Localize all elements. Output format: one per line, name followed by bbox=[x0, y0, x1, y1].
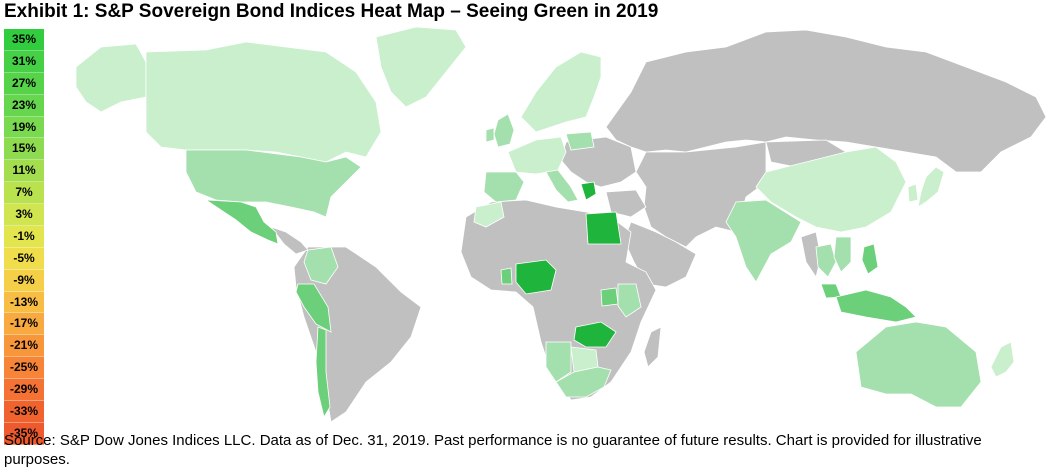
region-namibia bbox=[545, 341, 572, 383]
legend-cell: -9% bbox=[4, 269, 44, 292]
legend-cell: 19% bbox=[4, 116, 44, 139]
region-canada bbox=[145, 41, 382, 163]
colored-regions-layer bbox=[75, 26, 1015, 419]
region-south-korea bbox=[907, 183, 919, 203]
legend-cell: 31% bbox=[4, 50, 44, 73]
region-greenland bbox=[375, 26, 467, 108]
legend-cell: -5% bbox=[4, 247, 44, 270]
region-morocco bbox=[473, 201, 505, 228]
legend-cell: 35% bbox=[4, 29, 44, 51]
legend-cell: 3% bbox=[4, 204, 44, 226]
region-united-states bbox=[185, 149, 362, 218]
region-greece bbox=[580, 181, 597, 201]
levant-shape bbox=[605, 189, 647, 218]
region-scandinavia bbox=[520, 51, 602, 133]
region-ireland bbox=[485, 127, 495, 143]
world-heat-map bbox=[75, 26, 1047, 423]
region-poland bbox=[565, 131, 595, 151]
region-south-africa bbox=[555, 366, 612, 398]
region-italy bbox=[545, 169, 579, 203]
legend-cell: 11% bbox=[4, 160, 44, 183]
region-indonesia bbox=[835, 289, 917, 323]
region-india bbox=[725, 199, 802, 283]
legend-cell: -35% bbox=[4, 422, 44, 445]
region-vietnam bbox=[833, 236, 852, 273]
legend-cell: -17% bbox=[4, 313, 44, 336]
legend-cell: -1% bbox=[4, 225, 44, 248]
region-malaysia bbox=[820, 283, 842, 299]
region-thailand bbox=[815, 243, 837, 278]
source-note: Source: S&P Dow Jones Indices LLC. Data … bbox=[4, 432, 982, 468]
russia-shape bbox=[605, 29, 1047, 173]
region-colombia bbox=[303, 246, 339, 285]
region-kenya bbox=[617, 283, 642, 318]
legend-cell: -25% bbox=[4, 357, 44, 379]
region-zambia bbox=[573, 321, 617, 348]
color-scale-legend: 35% 31% 27% 23% 19% 15% 11% 7% 3% -1% -5% -9% -13% -1… bbox=[4, 29, 44, 445]
chart-title: Exhibit 1: S&P Sovereign Bond Indices He… bbox=[4, 1, 659, 22]
legend-cell: -21% bbox=[4, 335, 44, 358]
region-china bbox=[755, 146, 907, 233]
east-europe-shape bbox=[560, 136, 637, 188]
region-iberia bbox=[483, 171, 525, 203]
region-egypt bbox=[585, 211, 622, 245]
region-ghana bbox=[500, 267, 513, 285]
region-alaska bbox=[75, 43, 147, 113]
region-uganda bbox=[600, 287, 619, 307]
region-philippines bbox=[861, 243, 879, 275]
region-peru bbox=[295, 283, 332, 333]
region-chile bbox=[315, 326, 331, 419]
region-australia bbox=[855, 321, 982, 408]
legend-cell: 15% bbox=[4, 138, 44, 161]
legend-cell: 7% bbox=[4, 182, 44, 204]
africa-shape bbox=[460, 199, 657, 401]
legend-cell: -33% bbox=[4, 400, 44, 423]
region-western-europe bbox=[507, 136, 567, 175]
region-japan bbox=[917, 166, 945, 208]
region-united-kingdom bbox=[493, 113, 515, 148]
region-nigeria bbox=[515, 259, 557, 295]
region-mexico bbox=[204, 199, 279, 245]
legend-cell: 27% bbox=[4, 72, 44, 95]
legend-cell: -13% bbox=[4, 291, 44, 314]
legend-cell: -29% bbox=[4, 379, 44, 401]
legend-cell: 23% bbox=[4, 94, 44, 117]
madagascar-shape bbox=[643, 326, 662, 368]
region-new-zealand bbox=[990, 341, 1015, 378]
